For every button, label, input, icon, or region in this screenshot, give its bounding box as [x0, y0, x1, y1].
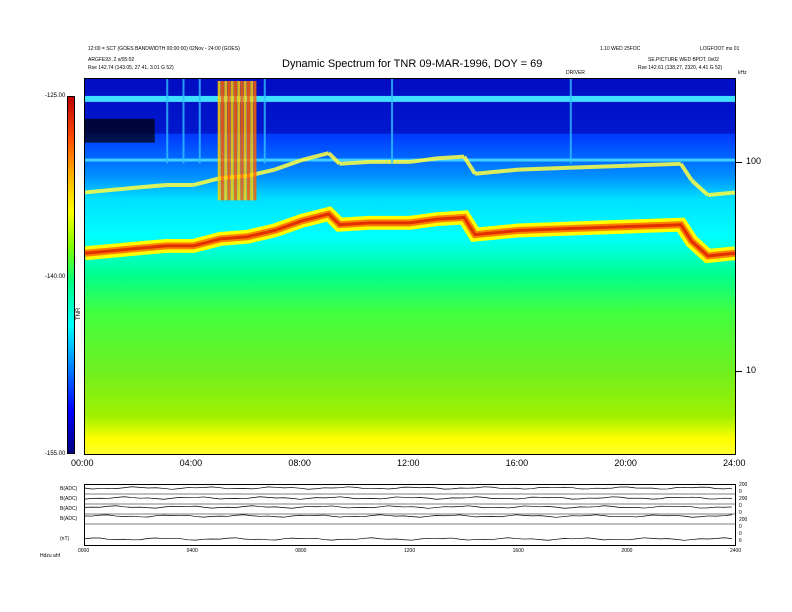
panel-right-tick: 200	[739, 517, 748, 523]
panel-x-tick: 1600	[512, 548, 524, 554]
burst-stripe	[253, 80, 257, 201]
burst-stripe	[224, 80, 228, 201]
header-right-line2: LOGFOOT ms 01	[700, 46, 740, 52]
spectrogram-plot	[84, 78, 736, 455]
harmonic-segment	[690, 178, 710, 197]
burst-stripe	[227, 80, 231, 201]
panel-label: B(ADC)	[60, 516, 78, 522]
harmonic-segment	[436, 154, 465, 161]
colorbar-tick-mid: -140.00	[45, 274, 66, 280]
spectrum-background	[85, 79, 735, 454]
burst-stripe	[220, 80, 224, 201]
type-iii-stripe	[391, 79, 394, 164]
y-tick-mark	[736, 371, 742, 373]
panel-trace	[84, 514, 733, 518]
footer-label: Hdzu ahf	[40, 553, 61, 559]
panel-right-tick: 0	[739, 524, 742, 530]
panel-x-tick: 0400	[186, 548, 198, 554]
burst-stripe	[250, 80, 254, 201]
panel-x-tick: 0000	[78, 548, 90, 554]
harmonic-segment	[409, 156, 438, 164]
high-frequency-band	[85, 79, 735, 134]
panel-right-tick: 0	[739, 510, 742, 516]
harmonic-segment	[273, 158, 303, 172]
colorbar	[67, 96, 75, 454]
harmonic-segment	[707, 190, 735, 198]
burst-stripe	[243, 80, 247, 201]
panel-x-tick: 2400	[730, 548, 742, 554]
header-right-line4: Rse 142.61 (138.27, 2320, 4.41 G 52)	[638, 65, 723, 71]
type-iii-stripe	[198, 79, 201, 164]
panel-label: B(ADC)	[60, 506, 78, 512]
harmonic-segment	[85, 187, 113, 195]
y-unit-label: kHz	[738, 70, 747, 76]
harmonic-segment	[327, 151, 341, 166]
plasma-line-core	[85, 212, 735, 258]
panel-right-tick: 200	[739, 496, 748, 502]
harmonic-segment	[679, 162, 694, 182]
panel-trace	[84, 505, 733, 509]
panel-trace	[84, 537, 733, 541]
panel-x-tick: 0800	[295, 548, 307, 554]
harmonic-segment	[518, 165, 573, 172]
panel-trace	[84, 486, 733, 490]
x-tick-label: 04:00	[179, 458, 203, 468]
header-mid-small: DRIVER	[566, 70, 585, 76]
panel-right-tick: 0	[739, 503, 742, 509]
panel-label: (nT)	[60, 536, 70, 542]
y-tick-label: 10	[746, 365, 757, 376]
burst-stripe	[233, 80, 237, 201]
x-tick-label: 20:00	[614, 458, 637, 468]
burst-stripe	[217, 80, 221, 201]
y-tick-mark	[736, 161, 742, 163]
harmonic-segment	[462, 155, 477, 175]
header-left-line3: Rse 142.74 (143.05, 27.41, 3.01 G 52)	[88, 65, 174, 71]
panel-label: B(ADC)	[60, 486, 78, 492]
header-right-line1: 1.10 WED 25FOC	[600, 46, 641, 52]
harmonic-segment	[192, 176, 221, 187]
colorbar-tick-bottom: -155.00	[45, 451, 66, 457]
harmonic-segment	[111, 185, 140, 192]
header-left-line2: ARGFE93 .2 s/05:02	[88, 57, 135, 63]
panel-frame	[84, 484, 736, 546]
chart-title: Dynamic Spectrum for TNR 09-MAR-1996, DO…	[282, 58, 543, 70]
x-tick-label: 16:00	[505, 458, 529, 468]
lower-panels	[84, 484, 736, 546]
x-tick-label: 08:00	[288, 458, 311, 468]
panel-right-tick: 0	[739, 489, 742, 495]
panel-trace	[84, 496, 733, 500]
header-left-line1: 12:00 = SCT (GOES BANDWIDTH 00:00:00) 02…	[88, 46, 240, 52]
burst-stripe	[230, 80, 234, 201]
x-tick-label: 00:00	[71, 458, 94, 468]
y-tick-label: 100	[746, 155, 762, 166]
interference-line	[85, 95, 735, 102]
burst-stripe	[237, 80, 241, 201]
harmonic-segment	[138, 183, 167, 190]
burst-stripe	[246, 80, 250, 201]
colorbar-label: TNR	[76, 307, 82, 320]
x-tick-label: 24:00	[723, 458, 746, 468]
panel-x-tick: 2000	[621, 548, 633, 554]
burst-stripe	[240, 80, 244, 201]
panel-right-tick: 0	[739, 531, 742, 537]
harmonic-segment	[572, 163, 627, 170]
type-iii-stripe	[263, 79, 266, 164]
harmonic-segment	[301, 151, 330, 163]
panel-right-tick: 6	[739, 538, 742, 544]
panel-x-tick: 1200	[404, 548, 416, 554]
colorbar-tick-top: -125.00	[45, 93, 66, 99]
x-tick-label: 12:00	[397, 458, 420, 468]
header-right-line3: SE.PICTURE WED BPDT, 0x02	[648, 57, 719, 63]
type-iii-stripe	[569, 79, 572, 164]
type-iii-stripe	[182, 79, 185, 164]
dark-patch	[85, 118, 155, 143]
panel-right-tick: 200	[739, 482, 748, 488]
harmonic-segment	[474, 167, 519, 176]
type-iii-stripe	[166, 79, 169, 164]
panel-label: B(ADC)	[60, 496, 78, 502]
harmonic-segment	[626, 161, 681, 168]
harmonic-segment	[339, 159, 370, 166]
